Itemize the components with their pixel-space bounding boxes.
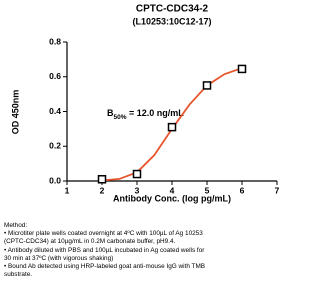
method: Method: • Microtiter plate wells coated o… (4, 222, 296, 279)
x-tick-label: 2 (100, 185, 105, 195)
chart-subtitle: (L10253:10C12-17) (132, 16, 211, 26)
method-line: • Antibody diluted with PBS and 100µL in… (4, 246, 205, 254)
annotation-rest: = 12.0 ng/mL (127, 108, 185, 118)
x-tick-label: 7 (275, 185, 280, 195)
method-line: substrate. (4, 271, 33, 279)
y-tick-label: 0.0 (49, 175, 61, 185)
data-point (202, 81, 212, 90)
method-heading: Method: (4, 222, 28, 229)
x-tick-label: 3 (135, 185, 140, 195)
y-tick-label: 0.4 (49, 106, 61, 116)
x-axis-label: Antibody Conc. (log pg/mL) (113, 193, 231, 203)
annotation: B50% = 12.0 ng/mL (107, 108, 184, 120)
method-line: • Microtiter plate wells coated overnigh… (4, 230, 203, 238)
x-tick-label: 5 (205, 185, 210, 195)
y-tick-label: 0.8 (49, 36, 61, 46)
y-tick-label: 0.2 (49, 141, 61, 151)
data-point (97, 175, 107, 184)
annotation-sub: 50% (114, 114, 127, 121)
method-line: (CPTC-CDC34) at 10µg/mL in 0.2M carbonat… (4, 238, 176, 246)
method-line: • Bound Ab detected using HRP-labeled go… (4, 263, 206, 271)
data-point (167, 122, 177, 132)
y-axis-label: OD 450nm (10, 90, 20, 135)
data-point (132, 169, 142, 179)
x-tick-label: 1 (65, 185, 70, 195)
chart: CPTC-CDC34-2 (L10253:10C12-17) Antibody … (10, 4, 280, 204)
x-tick-label: 6 (240, 185, 245, 195)
annotation-main: B (107, 108, 114, 118)
y-tick-label: 0.6 (49, 71, 61, 81)
x-tick-label: 4 (170, 185, 175, 195)
data-point (237, 64, 247, 74)
method-line: 30 min at 37ºC (with vigorous shaking) (4, 254, 114, 262)
chart-title: CPTC-CDC34-2 (136, 4, 209, 15)
